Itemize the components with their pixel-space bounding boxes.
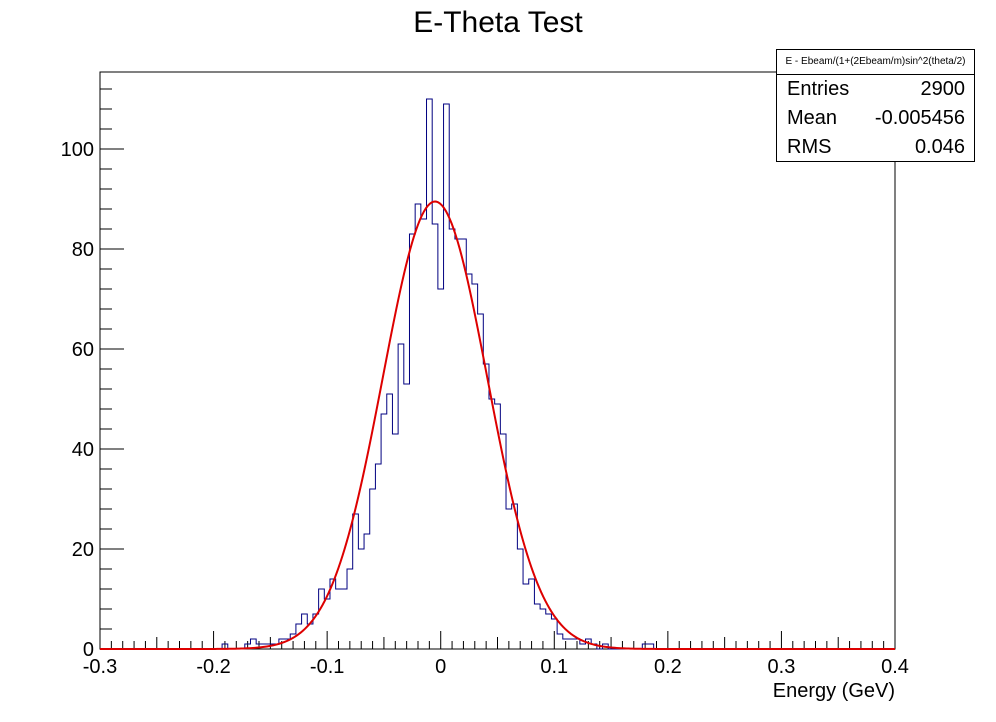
x-tick-label: 0.3 <box>768 656 796 678</box>
histogram-bin <box>449 229 455 649</box>
histogram-bin <box>336 589 342 649</box>
histogram-bin <box>398 344 404 649</box>
histogram-bin <box>546 614 552 649</box>
histogram-bin <box>534 604 540 649</box>
histogram-bin <box>529 579 535 649</box>
histogram-bin <box>478 314 484 649</box>
histogram-bin <box>461 239 467 649</box>
x-axis: -0.3 -0.2 -0.1 0 0.1 0.2 0.3 0.4 <box>83 631 909 678</box>
histogram-bin <box>370 489 376 649</box>
mean-label: Mean <box>787 107 838 129</box>
histogram-bin <box>472 284 478 649</box>
histogram-bin <box>455 239 461 649</box>
x-tick-label: -0.3 <box>83 656 117 678</box>
y-tick-label: 80 <box>72 239 94 261</box>
entries-label: Entries <box>787 78 850 100</box>
histogram-bin <box>341 589 347 649</box>
rms-value: 0.046 <box>914 136 965 158</box>
entries-value: 2900 <box>920 78 966 100</box>
x-tick-label: -0.1 <box>310 656 344 678</box>
stats-row-mean: Mean -0.005456 <box>777 104 974 133</box>
histogram-bars <box>222 99 654 649</box>
stats-row-entries: Entries 2900 <box>777 75 974 104</box>
histogram-bin <box>353 514 359 649</box>
histogram-bin <box>319 589 325 649</box>
histogram-bin <box>466 274 472 649</box>
x-tick-label: 0 <box>435 656 446 678</box>
y-tick-label: 100 <box>61 139 94 161</box>
histogram-bin <box>387 394 393 649</box>
histogram-bin <box>438 289 444 649</box>
y-tick-label: 60 <box>72 339 94 361</box>
y-tick-label: 20 <box>72 539 94 561</box>
histogram-bin <box>512 504 518 649</box>
histogram-bin <box>517 549 523 649</box>
stats-box: E - Ebeam/(1+(2Ebeam/m)sin^2(theta/2) En… <box>776 49 975 162</box>
histogram-bin <box>421 219 427 649</box>
histogram-bin <box>307 624 313 649</box>
histogram-bin <box>381 414 387 649</box>
x-tick-label: -0.2 <box>196 656 230 678</box>
histogram-bin <box>557 634 563 649</box>
gaussian-fit-curve <box>100 200 895 650</box>
x-tick-label: 0.1 <box>540 656 568 678</box>
x-tick-label: 0.4 <box>881 656 909 678</box>
histogram-bin <box>444 104 450 649</box>
stats-box-title: E - Ebeam/(1+(2Ebeam/m)sin^2(theta/2) <box>777 50 974 75</box>
histogram-bin <box>364 534 370 649</box>
mean-value: -0.005456 <box>874 107 965 129</box>
x-axis-label: Energy (GeV) <box>773 680 895 702</box>
histogram-bin <box>409 234 415 649</box>
histogram-bin <box>506 509 512 649</box>
y-tick-label: 0 <box>83 639 94 661</box>
histogram-bin <box>489 399 495 649</box>
histogram-bin <box>523 584 529 649</box>
stats-row-rms: RMS 0.046 <box>777 133 974 162</box>
y-axis: 0 20 40 60 80 100 <box>61 88 124 661</box>
histogram-bin <box>580 644 586 649</box>
histogram-bin <box>347 569 353 649</box>
histogram-bin <box>483 364 489 649</box>
histogram-bin <box>427 99 433 649</box>
histogram-bin <box>404 384 410 649</box>
y-tick-label: 40 <box>72 439 94 461</box>
histogram-bin <box>415 204 421 649</box>
histogram-bin <box>358 549 364 649</box>
y-tick-marks <box>100 88 124 650</box>
chart-title: E-Theta Test <box>413 6 583 39</box>
x-tick-marks <box>99 631 896 649</box>
histogram-outline <box>100 98 895 650</box>
x-tick-label: 0.2 <box>654 656 682 678</box>
histogram-bin <box>392 434 398 649</box>
histogram-bin <box>568 639 574 649</box>
histogram-bin <box>432 224 438 649</box>
histogram-bin <box>375 464 381 649</box>
rms-label: RMS <box>787 136 832 158</box>
